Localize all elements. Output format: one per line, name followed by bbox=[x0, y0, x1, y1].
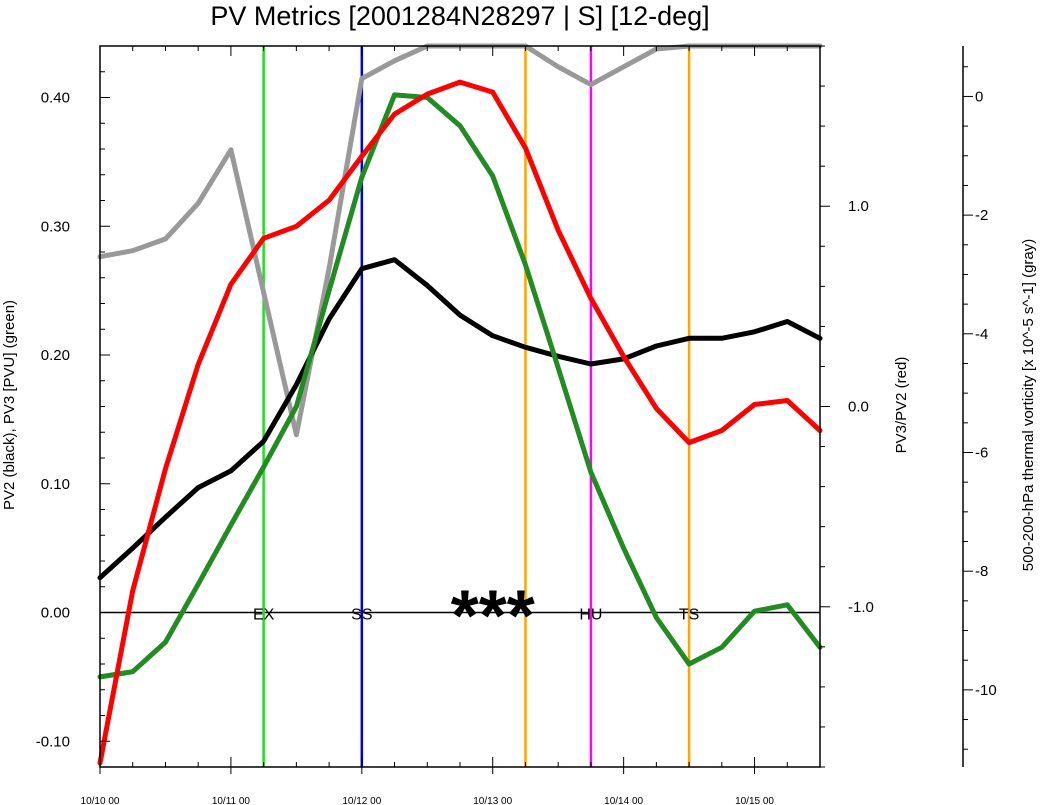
plot-area: EX SS HU TS *** bbox=[97, 43, 823, 767]
x-tick-label: 10/12 00 bbox=[342, 796, 381, 805]
event-label-4: TS bbox=[679, 607, 699, 624]
left-tick-label: 0.20 bbox=[41, 347, 70, 364]
x-tick-label: 10/13 00 bbox=[473, 796, 512, 805]
axes: 0.40 0.30 0.20 0.10 0.00 -0.10 1.0 0.0 -1.0 0 -2 -4… bbox=[36, 45, 997, 805]
event-label-0: EX bbox=[253, 607, 275, 624]
series-line-2 bbox=[97, 79, 823, 766]
left-tick-label: 0.00 bbox=[41, 605, 70, 622]
red-tick-label: 1.0 bbox=[848, 198, 869, 215]
y-axis-label-red: PV3/PV2 (red) bbox=[893, 357, 910, 454]
gray-tick-label: -10 bbox=[975, 682, 997, 699]
y-axis-label-gray: 500-200-hPa thermal vorticity [x 10^-5 s… bbox=[1020, 239, 1037, 572]
gray-tick-label: -4 bbox=[975, 326, 988, 343]
gray-tick-label: -6 bbox=[975, 444, 988, 461]
event-label-3: HU bbox=[579, 607, 602, 624]
gray-tick-label: 0 bbox=[975, 88, 983, 105]
gray-tick-label: -2 bbox=[975, 207, 988, 224]
left-tick-label: 0.40 bbox=[41, 90, 70, 107]
x-tick-label: 10/10 00 bbox=[81, 796, 120, 805]
left-tick-label: 0.30 bbox=[41, 218, 70, 235]
series-line-3 bbox=[97, 43, 823, 438]
series-line-0 bbox=[97, 257, 823, 581]
chart-title: PV Metrics [2001284N28297 | S] [12-deg] bbox=[210, 1, 709, 31]
red-tick-label: 0.0 bbox=[848, 399, 869, 416]
x-tick-label: 10/11 00 bbox=[212, 796, 251, 805]
y-axis-label-left: PV2 (black), PV3 [PVU] (green) bbox=[1, 300, 18, 510]
left-tick-label: 0.10 bbox=[41, 476, 70, 493]
red-tick-label: -1.0 bbox=[848, 599, 874, 616]
asterisk-marker: *** bbox=[451, 577, 535, 657]
left-tick-label: -0.10 bbox=[36, 733, 70, 750]
x-tick-label: 10/15 00 bbox=[735, 796, 774, 805]
gray-tick-label: -8 bbox=[975, 563, 988, 580]
series-line-1 bbox=[97, 92, 823, 680]
event-label-1: SS bbox=[351, 607, 372, 624]
plot-frame bbox=[99, 45, 821, 768]
x-tick-label: 10/14 00 bbox=[604, 796, 643, 805]
